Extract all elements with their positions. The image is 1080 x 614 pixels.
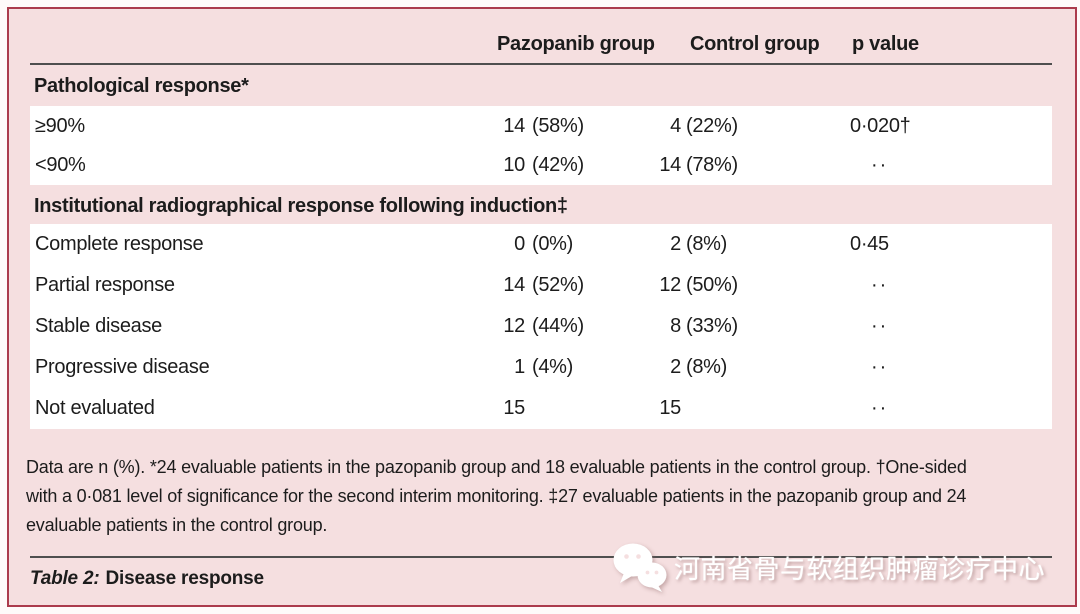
table-row: Progressive disease 1 (4%) 2 (8%) ·· [9, 347, 1075, 388]
table-row: Stable disease 12 (44%) 8 (33%) ·· [9, 306, 1075, 347]
pazopanib-count: 14 [503, 114, 525, 137]
control-pct: (8%) [686, 356, 728, 378]
table-header-row: Pazopanib group Control group p value [9, 9, 1075, 63]
table-caption: Table 2: Disease response [30, 562, 264, 596]
header-rule [30, 63, 1052, 65]
watermark-text: 河南省骨与软组织肿瘤诊疗中心 [674, 553, 1046, 584]
column-header-pvalue: p value [852, 33, 919, 55]
row-label: Partial response [35, 274, 175, 296]
p-value: ·· [871, 397, 889, 419]
table-row: Partial response 14 (52%) 12 (50%) ·· [9, 265, 1075, 306]
p-value: ·· [871, 274, 889, 296]
control-count: 15 [659, 397, 681, 419]
pazopanib-pct: (58%) [532, 114, 584, 137]
p-value: ·· [871, 154, 889, 176]
table-row: ≥90% 14 (58%) 4 (22%) 0·020† [9, 106, 1075, 146]
section-header-pathological: Pathological response* [34, 75, 249, 97]
column-header-pazopanib: Pazopanib group [497, 33, 655, 55]
row-label: Stable disease [35, 315, 163, 337]
pazopanib-count: 0 [514, 233, 525, 255]
control-pct: (50%) [686, 274, 738, 296]
pazopanib-count: 15 [503, 397, 525, 419]
column-header-control: Control group [690, 33, 820, 55]
pazopanib-count: 1 [514, 356, 525, 378]
p-value: 0·45 [850, 233, 889, 255]
control-count: 8 [670, 315, 681, 337]
table-row: Not evaluated 15 15 ·· [9, 388, 1075, 429]
p-value: 0·020† [850, 114, 911, 137]
control-count: 12 [659, 274, 681, 296]
control-count: 14 [659, 154, 681, 176]
pazopanib-pct: (0%) [532, 233, 574, 255]
pazopanib-pct: (4%) [532, 356, 574, 378]
pazopanib-pct: (42%) [532, 154, 584, 176]
caption-rule [30, 556, 1052, 558]
row-label: Not evaluated [35, 397, 155, 419]
disease-response-table: Pazopanib group Control group p value Pa… [7, 7, 1077, 607]
p-value: ·· [871, 315, 889, 337]
control-count: 4 [670, 114, 681, 137]
control-pct: (22%) [686, 114, 738, 137]
control-pct: (78%) [686, 154, 738, 176]
row-label: Complete response [35, 233, 204, 255]
row-label: Progressive disease [35, 356, 210, 378]
row-label: ≥90% [35, 114, 85, 137]
pazopanib-count: 14 [503, 274, 525, 296]
p-value: ·· [871, 356, 889, 378]
section-header-radiographical: Institutional radiographical response fo… [34, 195, 568, 217]
pazopanib-pct: (44%) [532, 315, 584, 337]
pazopanib-count: 12 [503, 315, 525, 337]
row-block-background-1 [30, 106, 1052, 185]
control-count: 2 [670, 356, 681, 378]
row-block-background-2 [30, 224, 1052, 429]
table-caption-label: Table 2: [30, 568, 100, 589]
pazopanib-count: 10 [503, 154, 525, 176]
wechat-icon [613, 543, 667, 592]
pazopanib-pct: (52%) [532, 274, 584, 296]
table-caption-title: Disease response [105, 568, 265, 589]
control-pct: (33%) [686, 315, 738, 337]
table-row: <90% 10 (42%) 14 (78%) ·· [9, 146, 1075, 185]
row-label: <90% [35, 154, 86, 176]
table-row: Complete response 0 (0%) 2 (8%) 0·45 [9, 224, 1075, 265]
watermark: 河南省骨与软组织肿瘤诊疗中心 [612, 539, 1045, 595]
control-pct: (8%) [686, 233, 728, 255]
control-count: 2 [670, 233, 681, 255]
table-footnote: Data are n (%). *24 evaluable patients i… [26, 457, 967, 535]
